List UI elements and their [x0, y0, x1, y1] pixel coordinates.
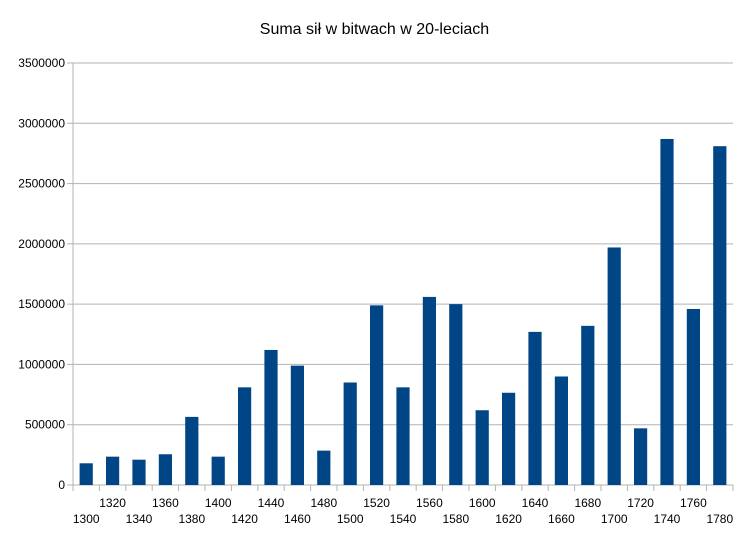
x-tick-label: 1520 [363, 496, 390, 510]
bar [475, 410, 489, 485]
bar [713, 146, 727, 486]
bar [581, 325, 595, 485]
x-tick-label: 1780 [706, 512, 733, 526]
bar [449, 304, 463, 485]
x-tick-label: 1580 [442, 512, 469, 526]
bar [317, 450, 331, 485]
x-tick-label: 1540 [390, 512, 417, 526]
x-tick-label: 1760 [680, 496, 707, 510]
x-tick-label: 1340 [126, 512, 153, 526]
y-tick-label: 0 [58, 478, 65, 492]
y-tick-label: 2500000 [18, 177, 65, 191]
x-tick-label: 1600 [469, 496, 496, 510]
x-tick-label: 1680 [574, 496, 601, 510]
x-tick-label: 1420 [231, 512, 258, 526]
y-tick-label: 3000000 [18, 116, 65, 130]
bar [554, 376, 568, 485]
bar [343, 382, 357, 485]
bar [79, 463, 93, 485]
x-tick-label: 1640 [522, 496, 549, 510]
y-tick-label: 1500000 [18, 297, 65, 311]
x-tick-label: 1720 [627, 496, 654, 510]
chart-title: Suma sił w bitwach w 20-leciach [259, 21, 490, 38]
y-tick-label: 1000000 [18, 357, 65, 371]
x-tick-label: 1300 [73, 512, 100, 526]
x-tick-label: 1500 [337, 512, 364, 526]
bar [422, 296, 436, 485]
bar [264, 349, 278, 485]
bar [660, 138, 674, 485]
bar [211, 456, 225, 485]
bar [686, 308, 700, 485]
x-tick-label: 1660 [548, 512, 575, 526]
bar [132, 459, 146, 485]
bar [238, 387, 252, 485]
y-tick-label: 3500000 [18, 56, 65, 70]
x-tick-label: 1460 [284, 512, 311, 526]
x-tick-label: 1480 [310, 496, 337, 510]
x-tick-label: 1620 [495, 512, 522, 526]
bar [370, 305, 384, 485]
y-tick-label: 2000000 [18, 237, 65, 251]
bar [185, 416, 199, 485]
x-tick-label: 1700 [601, 512, 628, 526]
bar [634, 428, 648, 485]
x-tick-label: 1440 [258, 496, 285, 510]
y-tick-label: 500000 [25, 418, 65, 432]
x-tick-label: 1560 [416, 496, 443, 510]
bar [396, 387, 410, 485]
x-tick-label: 1320 [99, 496, 126, 510]
bar [158, 454, 172, 485]
x-tick-label: 1740 [654, 512, 681, 526]
bar [502, 392, 516, 485]
bar [106, 456, 120, 485]
bar [528, 331, 542, 485]
bar [290, 365, 304, 485]
x-tick-label: 1360 [152, 496, 179, 510]
x-tick-label: 1400 [205, 496, 232, 510]
x-tick-label: 1380 [178, 512, 205, 526]
bar [607, 247, 621, 485]
